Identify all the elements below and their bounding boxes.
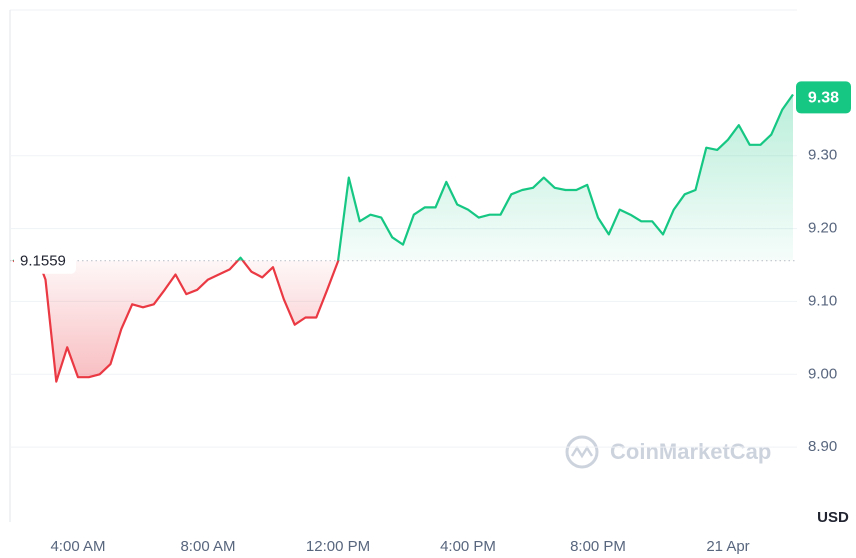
y-tick-label: 9.00 [808, 365, 837, 382]
baseline-label-box [14, 247, 76, 274]
y-tick-label: 8.90 [808, 438, 837, 455]
x-tick-label: 4:00 PM [440, 538, 496, 555]
x-tick-label: 21 Apr [706, 538, 749, 555]
watermark-logo [565, 435, 599, 469]
current-price-label: 9.38 [808, 90, 839, 107]
watermark: CoinMarketCap [565, 435, 771, 469]
current-price-box [796, 81, 851, 114]
watermark-text: CoinMarketCap [610, 439, 771, 464]
baseline-label: 9.1559 [20, 253, 66, 270]
x-tick-label: 8:00 AM [180, 538, 235, 555]
watermark-logo-mark [570, 445, 594, 459]
price-line [12, 93, 794, 383]
price-area [13, 94, 793, 382]
x-tick-label: 12:00 PM [306, 538, 370, 555]
y-tick-label: 9.30 [808, 147, 837, 164]
y-axis-label: USD [817, 509, 849, 526]
y-tick-label: 9.20 [808, 220, 837, 237]
x-tick-label: 4:00 AM [50, 538, 105, 555]
y-tick-label: 9.10 [808, 292, 837, 309]
x-tick-label: 8:00 PM [570, 538, 626, 555]
